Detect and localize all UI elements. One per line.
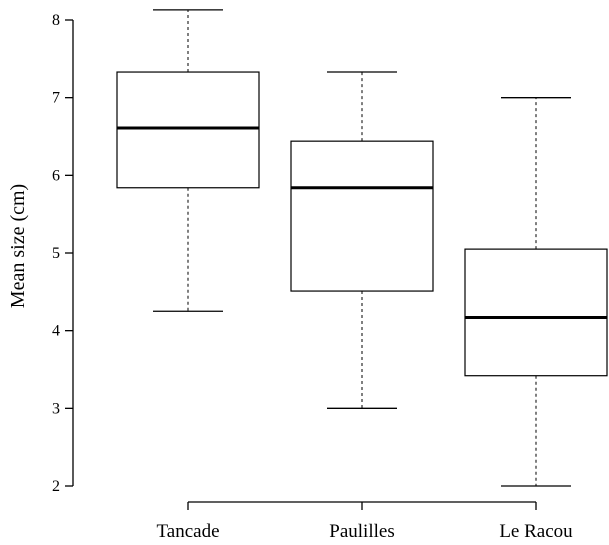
boxes <box>116 9 608 487</box>
y-axis-label: Mean size (cm) <box>7 184 29 308</box>
y-axis: 2 3 4 5 6 7 8 <box>52 12 74 495</box>
y-tick-label: 8 <box>52 12 60 29</box>
iqr-box <box>464 248 608 377</box>
x-tick-label: Tancade <box>156 521 219 542</box>
y-tick-label: 7 <box>52 90 60 107</box>
x-tick-label: Le Racou <box>499 521 573 542</box>
box-le-racou <box>464 97 608 487</box>
x-tick-label: Paulilles <box>329 521 394 542</box>
y-tick-label: 6 <box>52 167 60 184</box>
iqr-box <box>290 140 434 292</box>
iqr-box <box>116 71 260 189</box>
x-axis: Tancade Paulilles Le Racou <box>156 501 573 542</box>
box-tancade <box>116 9 260 312</box>
y-tick-label: 3 <box>52 400 60 417</box>
y-tick-label: 5 <box>52 245 60 262</box>
box-paulilles <box>290 71 434 409</box>
y-tick-label: 2 <box>52 478 60 495</box>
y-tick-label: 4 <box>52 323 60 340</box>
